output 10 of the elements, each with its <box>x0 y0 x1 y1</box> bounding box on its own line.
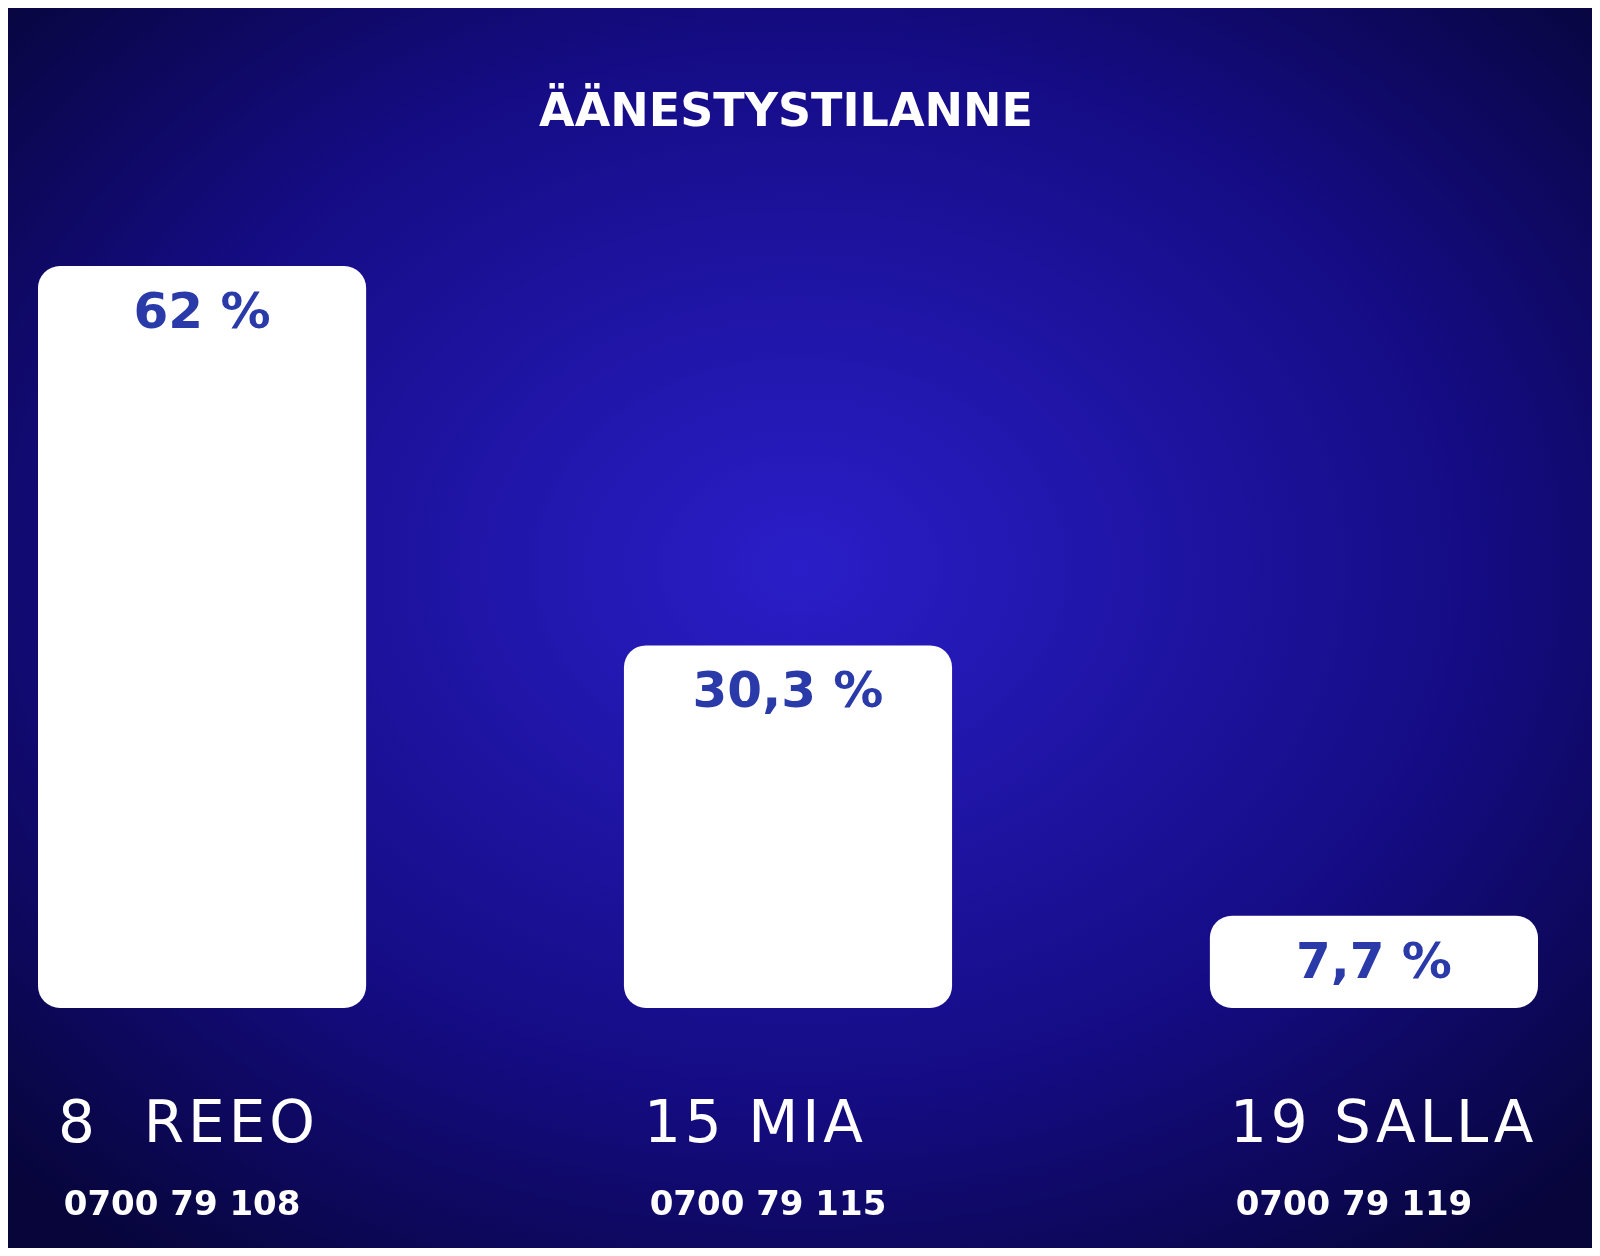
x-tick-label: 15 MIA <box>643 1088 868 1156</box>
text: 0700 79 108 <box>63 1183 301 1223</box>
x-tick-label: 19 SALLA <box>1229 1088 1538 1156</box>
x-tick-label: 8 REEO <box>58 1088 320 1156</box>
chart-title: ÄÄNESTYSTILANNE <box>539 83 1033 137</box>
data-label: 30,3 % <box>692 661 884 720</box>
text: 0700 79 115 <box>649 1183 887 1223</box>
text: 0700 79 119 <box>1235 1183 1473 1223</box>
data-label: 7,7 % <box>1295 931 1452 990</box>
data-label: 62 % <box>133 282 271 340</box>
